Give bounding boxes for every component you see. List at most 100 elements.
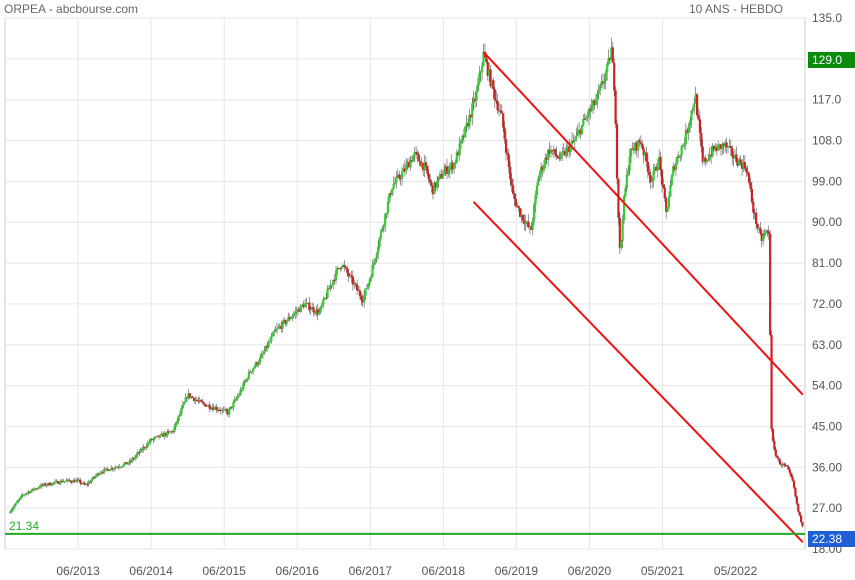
- candle-body: [745, 168, 748, 172]
- candle-body: [371, 264, 374, 278]
- candle-body: [777, 457, 780, 460]
- candle-body: [229, 406, 232, 409]
- candle-body: [462, 135, 465, 138]
- candle-body: [427, 173, 430, 180]
- candle-body: [629, 148, 633, 157]
- y-tick-label: 81.00: [812, 256, 842, 270]
- candle-body: [18, 497, 21, 500]
- candle-body: [767, 231, 770, 234]
- candle-body: [180, 408, 183, 414]
- candle-body: [24, 493, 27, 495]
- candle-body: [243, 381, 246, 384]
- candle-body: [438, 174, 442, 177]
- candle-body: [159, 434, 162, 438]
- candle-body: [579, 129, 582, 135]
- candle-body: [149, 439, 152, 443]
- candle-body: [313, 312, 317, 314]
- candle-body: [114, 467, 117, 469]
- candle-body: [336, 267, 339, 271]
- candle-body: [606, 63, 609, 73]
- candle-body: [659, 156, 662, 170]
- candle-body: [514, 198, 517, 206]
- candle-body: [485, 57, 488, 62]
- candle-body: [583, 118, 586, 120]
- candle-body: [707, 159, 710, 161]
- candle-body: [542, 165, 546, 171]
- candle-body: [55, 481, 58, 483]
- candle-body: [200, 399, 203, 402]
- candle-body: [8, 512, 12, 514]
- candle-body: [93, 476, 96, 478]
- candle-body: [701, 146, 704, 162]
- candle-body: [118, 466, 121, 468]
- candle-body: [562, 151, 565, 153]
- candle-body: [762, 235, 765, 241]
- candle-body: [792, 480, 796, 488]
- x-tick-label: 06/2014: [129, 564, 173, 578]
- candle-body: [188, 393, 191, 398]
- candle-body: [195, 399, 199, 401]
- x-tick-label: 06/2013: [56, 564, 100, 578]
- plot-frame: [4, 17, 806, 550]
- candle-body: [197, 400, 200, 402]
- y-axis: 18.0027.0036.0045.0054.0063.0072.0081.00…: [812, 11, 842, 556]
- candle-body: [495, 100, 498, 102]
- candle-body: [393, 182, 397, 185]
- candle-body: [577, 129, 581, 132]
- candle-body: [363, 295, 366, 303]
- candle-body: [70, 481, 73, 483]
- candle-body: [496, 101, 499, 111]
- candle-body: [214, 407, 217, 410]
- candle-body: [554, 149, 557, 155]
- candle-body: [524, 222, 527, 225]
- candle-body: [259, 357, 262, 363]
- candle-body: [170, 431, 173, 433]
- candle-body: [333, 279, 336, 281]
- candle-body: [729, 145, 732, 148]
- candle-body: [382, 225, 385, 229]
- candle-body: [790, 472, 793, 477]
- candle-body: [656, 167, 659, 171]
- candle-body: [450, 162, 453, 167]
- candle-body: [747, 173, 751, 183]
- candle-body: [152, 438, 155, 441]
- candle-body: [112, 468, 116, 470]
- candle-body: [372, 262, 376, 265]
- candle-body: [580, 124, 583, 135]
- candle-body: [322, 299, 325, 305]
- candle-body: [23, 494, 26, 496]
- candle-body: [270, 336, 273, 341]
- y-tick-label: 108.0: [812, 134, 842, 148]
- candle-body: [198, 399, 201, 401]
- candle-body: [523, 220, 526, 225]
- candle-body: [103, 469, 106, 473]
- candle-body: [268, 340, 272, 343]
- candle-body: [680, 146, 683, 156]
- candle-body: [688, 120, 692, 127]
- candle-body: [780, 464, 783, 466]
- candle-body: [465, 122, 468, 127]
- candle-body: [601, 81, 605, 84]
- candle-body: [724, 142, 727, 147]
- candle-body: [247, 371, 251, 379]
- candle-body: [441, 175, 444, 179]
- candle-body: [764, 230, 768, 234]
- candle-body: [155, 436, 158, 438]
- candle-body: [304, 303, 307, 308]
- candle-body: [497, 110, 501, 112]
- candle-body: [194, 399, 197, 402]
- candle-body: [364, 288, 367, 296]
- candle-body: [714, 147, 717, 150]
- candle-body: [635, 142, 638, 151]
- candle-body: [722, 143, 725, 147]
- candle-body: [166, 431, 169, 436]
- candle-body: [98, 472, 102, 475]
- candle-body: [339, 268, 342, 270]
- candle-body: [774, 449, 777, 456]
- candle-body: [190, 396, 193, 398]
- candle-body: [256, 362, 259, 365]
- candle-body: [489, 69, 492, 87]
- candle-body: [389, 193, 392, 195]
- candle-body: [318, 312, 321, 315]
- candle-body: [346, 268, 349, 273]
